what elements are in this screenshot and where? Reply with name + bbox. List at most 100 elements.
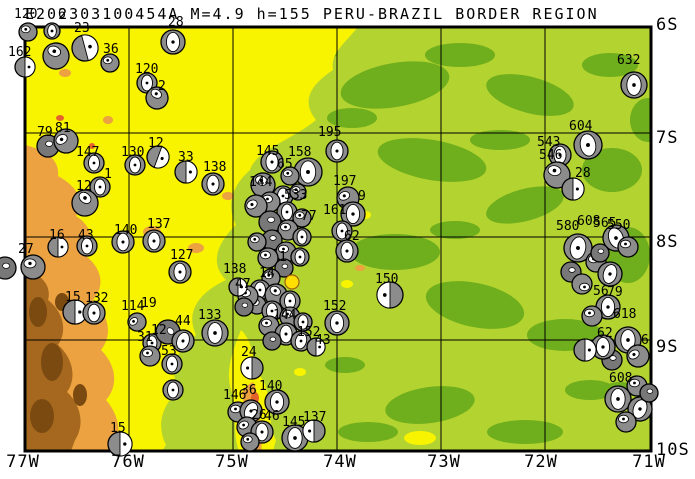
beachball-depth-label: 130: [121, 145, 144, 160]
focal-mechanism-beachball: [292, 208, 312, 228]
focal-mechanism-beachball: [71, 189, 99, 217]
focal-mechanism-beachball: [76, 235, 98, 257]
focal-mechanism-beachball: [289, 183, 307, 201]
latitude-tick-label: 9S: [656, 337, 678, 357]
map-border: [23, 25, 653, 453]
focal-mechanism-beachball: [590, 334, 616, 360]
focal-mechanism-beachball: [20, 254, 46, 280]
focal-mechanism-beachball: [573, 130, 603, 160]
focal-mechanism-beachball: [234, 297, 254, 317]
beachball-depth-label: 77: [301, 209, 317, 224]
focal-mechanism-beachball: [201, 319, 229, 347]
beachball-depth-label: 36: [241, 383, 257, 398]
focal-mechanism-beachball: [604, 385, 632, 413]
focal-mechanism-beachball: [639, 383, 659, 403]
focal-mechanism-beachball: [100, 53, 120, 73]
beachball-layer: [0, 22, 659, 457]
focal-mechanism-beachball: [257, 247, 279, 269]
beachball-depth-label: 158: [288, 145, 311, 160]
beachball-depth-label: 14: [259, 266, 275, 281]
beachball-depth-label: 12: [148, 136, 164, 151]
focal-mechanism-beachball: [331, 220, 353, 242]
beachball-depth-label: 12: [151, 323, 167, 338]
beachball-depth-label: 62: [597, 326, 613, 341]
focal-mechanism-beachball: [247, 232, 267, 252]
event-epicenter-marker: [284, 274, 300, 290]
focal-mechanism-beachball: [340, 201, 366, 227]
focal-mechanism-beachball: [240, 432, 260, 452]
focal-mechanism-beachball: [171, 329, 195, 353]
focal-mechanism-beachball: [597, 261, 623, 287]
beachball-depth-label: 152: [323, 299, 346, 314]
beachball-depth-label: 12: [76, 179, 92, 194]
beachball-depth-label: 81: [55, 121, 71, 136]
beachball-depth-label: 565: [593, 216, 616, 231]
beachball-depth-label: 9: [358, 189, 366, 204]
longitude-tick-label: 76W: [111, 452, 145, 472]
beachball-depth-label: 546: [539, 148, 562, 163]
focal-mechanism-beachball: [292, 227, 312, 247]
focal-mechanism-beachball: [146, 145, 170, 169]
focal-mechanism-beachball: [250, 172, 276, 198]
focal-mechanism-beachball: [124, 154, 146, 176]
longitude-tick-label: 75W: [215, 452, 249, 472]
beachball-depth-label: 19: [141, 296, 157, 311]
beachball-depth-label: 46: [264, 409, 280, 424]
longitude-tick-label: 71W: [632, 452, 666, 472]
focal-mechanism-beachball: [89, 176, 111, 198]
beachball-depth-label: 15: [65, 290, 81, 305]
focal-mechanism-beachball: [335, 239, 359, 263]
andes-darkbrown-peaks: [29, 293, 87, 433]
focal-mechanism-beachball: [563, 233, 593, 263]
beachball-depth-label: 79: [37, 125, 53, 140]
beachball-depth-label: 53: [161, 344, 177, 359]
beachball-depth-label: 15: [110, 421, 126, 436]
beachball-depth-label: 146: [223, 388, 246, 403]
beachball-depth-label: 137: [147, 217, 170, 232]
longitude-axis-labels: 77W 76W 75W 74W 73W 72W 71W: [6, 452, 666, 472]
focal-mechanism-beachball: [620, 71, 648, 99]
focal-mechanism-beachball: [290, 247, 310, 267]
beachball-depth-label: 138: [203, 160, 226, 175]
beachball-depth-label: 26: [251, 408, 267, 423]
beachball-depth-label: 162: [8, 45, 31, 60]
focal-mechanism-beachball: [161, 353, 183, 375]
focal-mechanism-beachball: [18, 22, 38, 42]
focal-mechanism-beachball: [47, 236, 69, 258]
focal-mechanism-beachball: [573, 338, 597, 362]
beachball-depth-label: 197: [333, 174, 356, 189]
focal-mechanism-beachball: [543, 161, 571, 189]
beachball-depth-label: 608: [577, 214, 600, 229]
beachball-depth-label: 550: [607, 218, 630, 233]
beachball-depth-label: 138: [223, 262, 246, 277]
focal-mechanism-beachball: [581, 305, 603, 327]
latitude-tick-label: 7S: [656, 128, 678, 148]
beachball-depth-label: 543: [537, 135, 560, 150]
focal-mechanism-beachball: [127, 312, 147, 332]
focal-mechanism-beachball: [162, 379, 184, 401]
focal-mechanism-beachball: [302, 419, 326, 443]
focal-mechanism-beachball: [279, 290, 301, 312]
focal-mechanism-beachball: [262, 331, 282, 351]
beachball-depth-label: 6: [641, 333, 649, 348]
forest-green-patches: [262, 40, 651, 444]
focal-mechanism-beachball: [142, 229, 166, 253]
focal-mechanism-beachball: [244, 194, 268, 218]
focal-mechanism-beachball: [325, 139, 349, 163]
beachball-depth-label: 604: [569, 119, 593, 134]
beachball-depth-label: 533: [284, 188, 307, 203]
focal-mechanism-beachball: [276, 201, 298, 223]
focal-mechanism-beachball: [107, 431, 133, 457]
focal-mechanism-beachball: [264, 389, 290, 415]
beachball-depth-label: 152: [297, 325, 320, 340]
focal-mechanism-beachball: [111, 230, 135, 254]
longitude-tick-label: 77W: [6, 452, 40, 472]
focal-mechanism-beachball: [280, 166, 300, 186]
longitude-tick-label: 73W: [427, 452, 461, 472]
focal-mechanism-beachball: [53, 128, 79, 154]
beachball-depth-label: 23: [74, 21, 90, 36]
beachball-depth-label: 16: [49, 228, 65, 243]
beachball-depth-label: 580: [556, 219, 579, 234]
beachball-depth-label: 28: [168, 15, 184, 30]
